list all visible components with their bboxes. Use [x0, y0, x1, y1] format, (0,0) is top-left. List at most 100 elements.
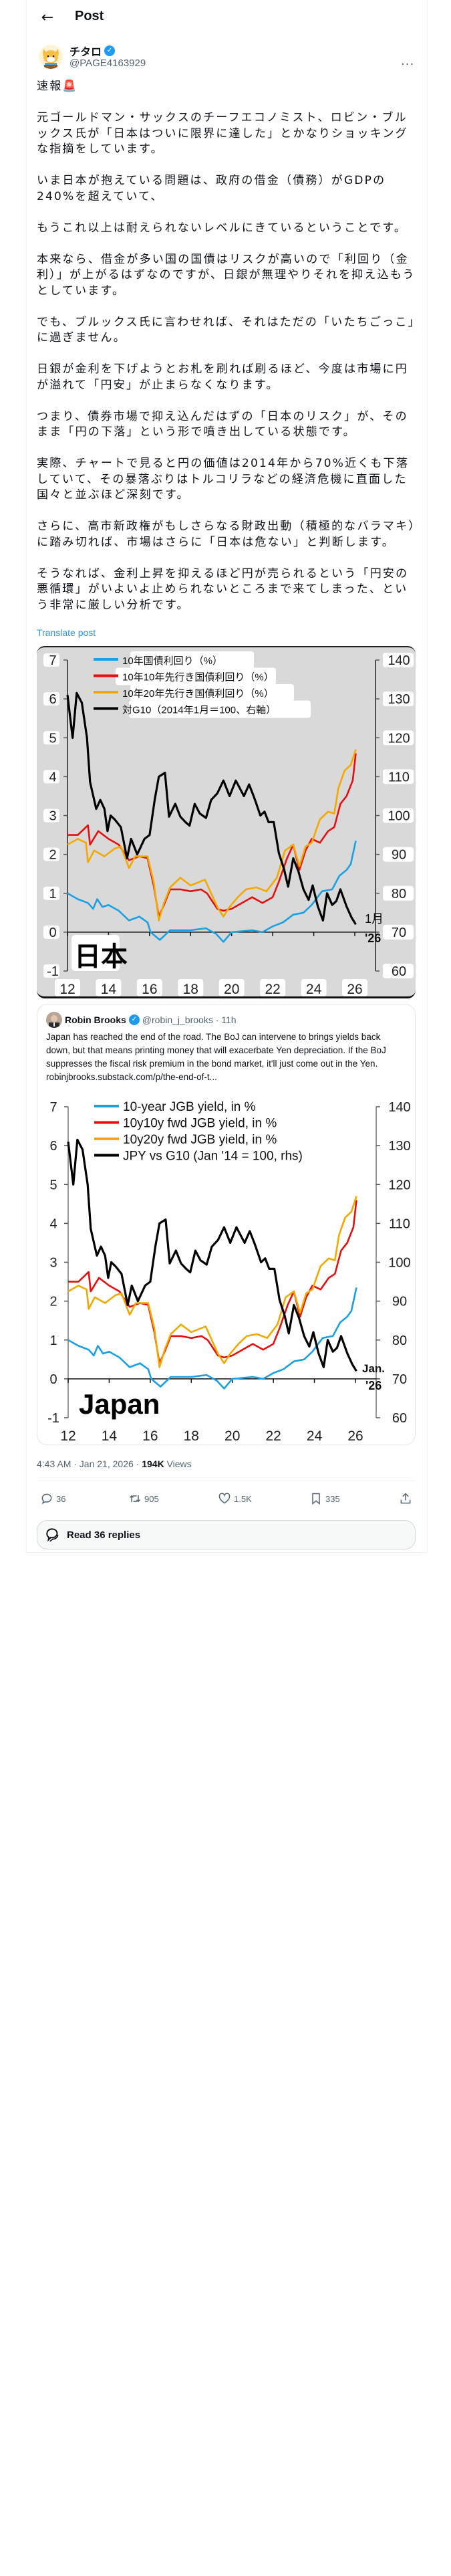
read-replies-button[interactable]: Read 36 replies [37, 1520, 416, 1549]
y-tick-label: -1 [47, 1411, 59, 1426]
y-tick-label: 7 [49, 653, 56, 668]
y2-tick-bg [383, 847, 414, 862]
page-title: Post [75, 9, 104, 23]
y-tick-label: 2 [49, 848, 56, 863]
author-handle[interactable]: @PAGE4163929 [69, 58, 146, 69]
y2-tick-bg [383, 769, 414, 784]
x-tick-label: 14 [102, 1428, 118, 1444]
reply-icon [41, 1493, 52, 1505]
translate-post-link[interactable]: Translate post [37, 627, 96, 638]
y-tick-label: 6 [49, 1139, 57, 1154]
y2-tick-label: 80 [392, 1333, 407, 1348]
series-line-10y20y [67, 1196, 357, 1368]
x-tick-label: 16 [142, 982, 157, 997]
x-tick-label: 16 [142, 1428, 158, 1444]
share-button[interactable] [399, 1491, 412, 1506]
y-tick-bg [43, 770, 59, 784]
y2-tick-label: 120 [388, 731, 410, 746]
more-options-icon[interactable]: ··· [401, 58, 415, 72]
y-tick-bg [43, 964, 59, 978]
series-line-jpy-vs-g10 [66, 691, 357, 926]
y2-tick-bg [383, 885, 414, 901]
x-tick-bg [342, 979, 367, 996]
x-tick-bg [96, 979, 122, 996]
bookmark-icon [312, 1493, 320, 1505]
reply-count: 36 [56, 1493, 66, 1504]
author-name[interactable]: チタロ ✓ [69, 43, 116, 59]
quote-text: Japan has reached the end of the road. T… [37, 1031, 415, 1084]
quote-header: Robin Brooks ✓ @robin_j_brooks · 11h [37, 1012, 415, 1028]
y2-tick-label: 70 [392, 926, 406, 940]
y2-tick-bg [383, 653, 414, 667]
repost-button[interactable]: 905 [128, 1491, 159, 1506]
y-tick-label: 0 [49, 926, 56, 940]
x-tick-label: 18 [183, 982, 198, 997]
quote-author-avatar [46, 1012, 62, 1028]
legend-bg [129, 700, 311, 718]
y-tick-bg [43, 809, 59, 823]
x-tick-bg [218, 979, 245, 996]
y2-tick-label: 60 [392, 1411, 407, 1426]
y2-tick-label: 140 [388, 1100, 410, 1115]
back-arrow-icon[interactable]: ← [41, 9, 54, 26]
y-tick-label: 2 [49, 1295, 57, 1309]
share-icon [400, 1493, 411, 1504]
y2-tick-label: 100 [388, 1256, 410, 1271]
read-replies-label: Read 36 replies [67, 1529, 141, 1541]
author-name-text: チタロ [69, 45, 102, 58]
y2-tick-bg [383, 924, 414, 940]
replies-bubble-icon [46, 1528, 59, 1542]
verified-badge-icon: ✓ [128, 1014, 140, 1025]
legend-label: 対G10（2014年1月＝100、右軸） [122, 705, 276, 716]
quoted-tweet[interactable]: Robin Brooks ✓ @robin_j_brooks · 11h Jap… [37, 1004, 416, 1445]
legend-bg [130, 684, 294, 702]
chart-title: Japan [79, 1388, 160, 1420]
y2-tick-label: 130 [388, 692, 410, 707]
y-tick-bg [43, 925, 59, 939]
y2-tick-bg [383, 691, 414, 707]
x-tick-bg [55, 979, 80, 996]
x-tick-bg [136, 979, 162, 996]
timestamp[interactable]: 4:43 AM · Jan 21, 2026 · [37, 1459, 142, 1469]
y-tick-label: 4 [49, 770, 56, 784]
x-tick-bg [301, 979, 327, 996]
timeline-column [26, 0, 428, 1553]
y-tick-label: 1 [49, 887, 56, 901]
legend-bg [130, 651, 254, 669]
quote-link[interactable]: robinjbrooks.substack.com/p/the-end-of-t… [46, 1072, 217, 1082]
legend-label: 10y10y fwd JGB yield, in % [123, 1117, 277, 1131]
x-tick-label: 12 [60, 1428, 76, 1444]
bookmark-button[interactable]: 335 [309, 1491, 340, 1506]
y-tick-label: 4 [49, 1216, 57, 1231]
y2-tick-bg [383, 964, 414, 978]
y2-tick-label: 100 [388, 809, 410, 824]
y2-tick-label: 110 [388, 770, 410, 784]
chart-image-japanese[interactable]: -1 0 1 2 3 4 5 6 7 60 70 80 90 100 110 120 130 140 12 14 16 1… [37, 646, 416, 998]
author-avatar[interactable] [39, 45, 63, 69]
series-line-10y [67, 841, 357, 943]
quote-body: Japan has reached the end of the road. T… [46, 1032, 386, 1069]
y-tick-label: -1 [47, 964, 59, 979]
views-count: 194K [142, 1459, 164, 1469]
like-button[interactable]: 1.5K [218, 1491, 252, 1506]
quote-author-handle: @robin_j_brooks · 11h [142, 1014, 237, 1025]
y-tick-label: 3 [49, 809, 56, 824]
views-label: Views [164, 1459, 192, 1469]
legend-label: JPY vs G10 (Jan '14 = 100, rhs) [123, 1150, 303, 1164]
series-line-10y20y [67, 749, 357, 922]
reply-button[interactable]: 36 [40, 1491, 65, 1506]
legend-label: 10年国債利回り（%） [122, 655, 222, 667]
y-tick-label: 5 [49, 731, 56, 746]
y-tick-bg [43, 886, 59, 900]
y-tick-label: 6 [49, 692, 56, 707]
y-tick-label: 7 [49, 1100, 57, 1115]
y2-tick-label: 130 [388, 1139, 410, 1154]
title-bg [71, 935, 120, 971]
heart-icon [218, 1493, 231, 1504]
y-tick-label: 5 [49, 1178, 57, 1192]
x-tick-label: 20 [224, 982, 239, 997]
y2-tick-label: 110 [389, 1216, 410, 1231]
x-tick-bg [260, 979, 286, 996]
